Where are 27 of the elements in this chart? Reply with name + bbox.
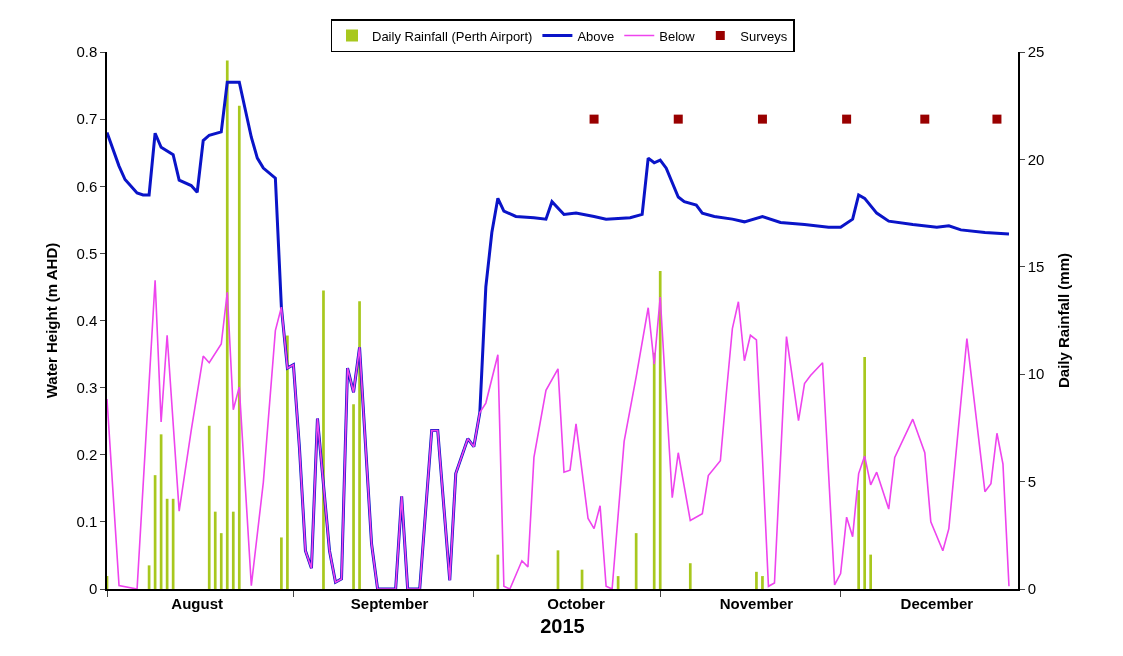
legend-label: Surveys xyxy=(740,28,788,44)
y-tick-label: 0 xyxy=(88,580,98,598)
y2-axis-title: Daily Rainfall (mm) xyxy=(1054,252,1072,389)
y-tick-label: 0.5 xyxy=(76,244,98,262)
y2-tick-label: 0 xyxy=(1027,580,1037,598)
legend-label: Above xyxy=(577,28,615,44)
x-tick-label: September xyxy=(350,594,429,612)
y-tick-label: 0.2 xyxy=(76,446,98,463)
x-tick-label: October xyxy=(547,594,605,612)
legend-label: Daily Rainfall (Perth Airport) xyxy=(372,28,533,44)
y-tick-label: 0.4 xyxy=(76,311,98,329)
legend-label: Below xyxy=(659,28,696,44)
x-axis-title: 2015 xyxy=(540,614,585,637)
y-tick-label: 0.7 xyxy=(76,110,98,128)
y-axis-title: Water Height (m AHD) xyxy=(43,242,61,399)
x-tick-label: December xyxy=(900,594,974,612)
y2-tick-label: 15 xyxy=(1027,258,1045,276)
y2-tick-label: 10 xyxy=(1027,365,1045,383)
y-tick-label: 0.8 xyxy=(76,43,98,61)
y2-tick-label: 25 xyxy=(1027,43,1045,61)
y2-tick-label: 20 xyxy=(1027,150,1045,168)
x-tick-label: August xyxy=(171,594,224,612)
y-tick-label: 0.3 xyxy=(76,378,98,396)
y-tick-label: 0.6 xyxy=(76,177,98,195)
y2-tick-label: 5 xyxy=(1027,472,1037,490)
y-tick-label: 0.1 xyxy=(76,513,98,531)
x-tick-label: November xyxy=(719,594,794,612)
